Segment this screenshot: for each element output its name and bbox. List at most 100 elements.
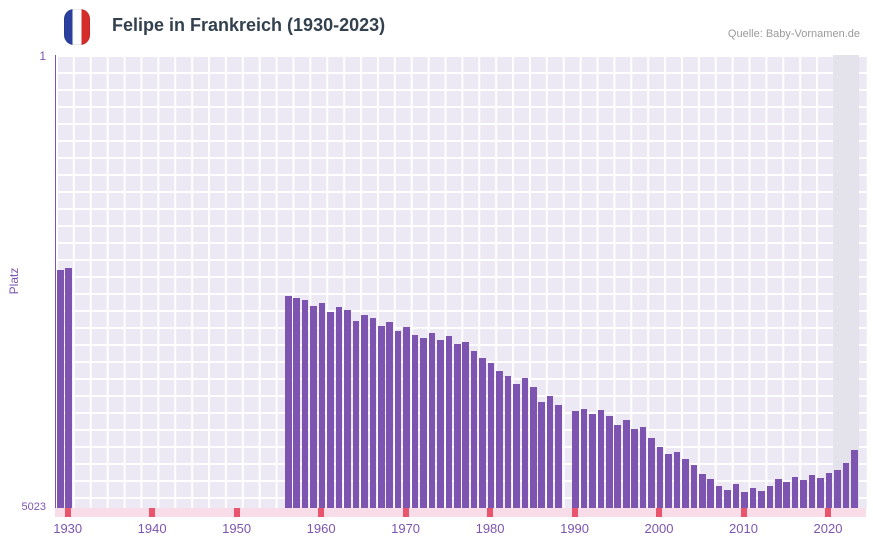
- bar-1965[interactable]: [361, 314, 368, 508]
- plot-area: [55, 55, 867, 508]
- strip-mark: [740, 508, 747, 517]
- bar-2018[interactable]: [808, 475, 816, 508]
- source-link[interactable]: Quelle: Baby-Vornamen.de: [727, 28, 860, 40]
- bar-1958[interactable]: [301, 300, 309, 508]
- bars-layer: [56, 55, 867, 508]
- bar-1990[interactable]: [572, 411, 579, 508]
- strip-mark: [233, 508, 240, 517]
- bar-1992[interactable]: [589, 413, 596, 508]
- y-tick-top: 1: [39, 49, 46, 63]
- x-tick-label: 1960: [306, 521, 336, 536]
- page-title: Felipe in Frankreich (1930-2023): [112, 15, 386, 35]
- strip-mark: [64, 508, 71, 517]
- strip-mark: [149, 508, 156, 517]
- x-tick-label: 2000: [644, 521, 674, 536]
- bar-1987[interactable]: [546, 395, 554, 508]
- bar-2000[interactable]: [656, 447, 664, 508]
- highlight-band: [833, 55, 859, 508]
- bar-1983[interactable]: [513, 384, 520, 508]
- bar-1962[interactable]: [335, 307, 343, 508]
- bar-1967[interactable]: [377, 325, 385, 508]
- x-tick-label: 2010: [729, 521, 758, 536]
- strip-mark: [487, 508, 494, 517]
- bar-1973[interactable]: [428, 332, 436, 508]
- bar-1976[interactable]: [453, 343, 461, 508]
- x-axis-labels: 1930 1940 1950 1960 1970 1980 1990 2000 2010 2020: [53, 521, 866, 539]
- bar-1975[interactable]: [445, 336, 453, 508]
- bar-2015[interactable]: [783, 481, 791, 508]
- bar-1974[interactable]: [437, 339, 444, 508]
- bar-2023[interactable]: [851, 450, 858, 508]
- bar-1929[interactable]: [56, 269, 64, 508]
- bar-2017[interactable]: [800, 479, 807, 508]
- bar-1988[interactable]: [555, 404, 562, 508]
- x-tick-label: 1950: [222, 521, 252, 536]
- bar-1982[interactable]: [504, 376, 512, 508]
- bar-1994[interactable]: [606, 415, 613, 508]
- bar-1966[interactable]: [369, 318, 377, 508]
- bar-2013[interactable]: [766, 486, 774, 508]
- bar-1984[interactable]: [521, 377, 529, 508]
- bar-1995[interactable]: [614, 424, 622, 508]
- bar-1959[interactable]: [310, 305, 317, 508]
- bar-2005[interactable]: [698, 474, 706, 508]
- bar-2011[interactable]: [749, 487, 757, 508]
- bar-1985[interactable]: [530, 386, 537, 508]
- strip-mark: [824, 508, 831, 517]
- bar-1964[interactable]: [352, 321, 360, 508]
- bar-1996[interactable]: [622, 420, 630, 508]
- bar-1972[interactable]: [420, 338, 427, 508]
- bar-2010[interactable]: [741, 492, 748, 508]
- y-axis-title: Platz: [7, 267, 21, 295]
- bar-1969[interactable]: [394, 330, 402, 508]
- x-tick-label: 1980: [475, 521, 505, 536]
- bar-1963[interactable]: [344, 310, 351, 508]
- bar-1977[interactable]: [462, 341, 469, 508]
- bar-2006[interactable]: [707, 478, 714, 508]
- bar-1991[interactable]: [580, 408, 588, 508]
- strip-mark: [402, 508, 409, 517]
- bar-2021[interactable]: [834, 469, 841, 508]
- bar-2007[interactable]: [715, 486, 723, 508]
- france-flag-icon: [64, 9, 90, 45]
- bar-2012[interactable]: [758, 490, 765, 508]
- bar-1970[interactable]: [403, 327, 410, 508]
- bar-1980[interactable]: [487, 363, 495, 508]
- bar-2004[interactable]: [690, 465, 698, 508]
- bar-1986[interactable]: [538, 402, 546, 508]
- x-tick-label: 1970: [391, 521, 421, 536]
- bar-2008[interactable]: [724, 489, 731, 508]
- bar-2019[interactable]: [817, 477, 824, 508]
- bar-1960[interactable]: [318, 302, 326, 508]
- bar-1978[interactable]: [470, 350, 478, 508]
- bar-1956[interactable]: [285, 295, 292, 508]
- baseline-strip: [55, 508, 866, 517]
- bar-2020[interactable]: [825, 473, 833, 508]
- bar-1961[interactable]: [327, 312, 334, 508]
- bar-2022[interactable]: [842, 462, 850, 508]
- bar-1979[interactable]: [479, 358, 486, 508]
- bar-2009[interactable]: [732, 484, 740, 508]
- strip-mark: [571, 508, 578, 517]
- x-tick-label: 1940: [137, 521, 167, 536]
- bar-1957[interactable]: [293, 297, 301, 508]
- bar-1981[interactable]: [496, 370, 503, 508]
- bar-2001[interactable]: [665, 453, 672, 508]
- x-tick-label: 1930: [53, 521, 83, 536]
- bar-2016[interactable]: [791, 477, 799, 508]
- bar-1993[interactable]: [597, 410, 605, 508]
- bar-1998[interactable]: [639, 426, 647, 508]
- x-tick-label: 2020: [813, 521, 843, 536]
- bar-1968[interactable]: [386, 321, 393, 508]
- bar-2014[interactable]: [775, 478, 782, 508]
- bar-1999[interactable]: [648, 438, 655, 508]
- bar-1930[interactable]: [65, 267, 72, 508]
- bar-1971[interactable]: [411, 334, 419, 508]
- bar-2003[interactable]: [682, 459, 689, 508]
- y-tick-bottom: 5023: [21, 501, 46, 513]
- strip-mark: [656, 508, 663, 517]
- strip-mark: [318, 508, 325, 517]
- bar-1997[interactable]: [631, 429, 638, 508]
- bar-2002[interactable]: [673, 451, 681, 508]
